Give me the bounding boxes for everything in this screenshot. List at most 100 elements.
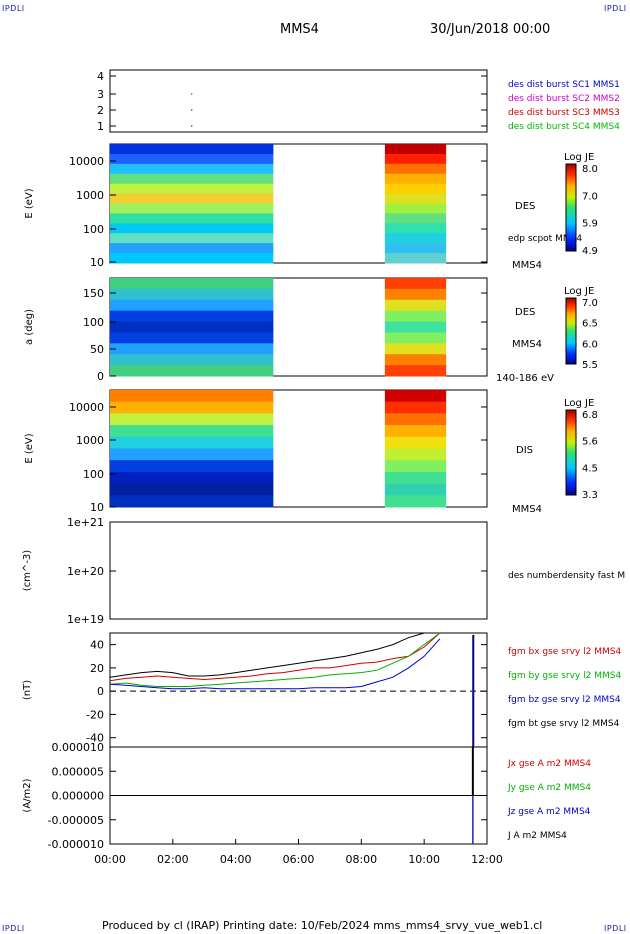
panel-5-tick-label: 1e+21 <box>67 516 104 529</box>
heatmap-2-band <box>110 243 274 254</box>
corner-logo-br: IPDLI <box>604 924 627 933</box>
colorbar-2 <box>565 163 577 252</box>
panel-frame-6 <box>109 632 488 748</box>
heatmap-2-band <box>110 253 274 264</box>
panel-3-tick-label: 0 <box>97 370 104 383</box>
spacecraft-title: MMS4 <box>280 22 319 37</box>
heatmap-3-band <box>110 278 274 290</box>
colorbar-4-tick-label: 4.5 <box>582 463 598 474</box>
corner-logo-tl: IPDLI <box>2 4 25 13</box>
panel-7-tick-label: 0.000010 <box>52 741 105 754</box>
heatmap-4-band <box>384 436 447 449</box>
heatmap-4-band <box>110 390 274 403</box>
heatmap-4-band <box>110 483 274 496</box>
colorbar-3-tick-label: 6.5 <box>582 319 598 330</box>
colorbar-4-tick-label: 3.3 <box>582 490 598 501</box>
summary-plot: 4 3 2 1 des dist burst SC1 MMS1 des dist burs… <box>22 69 625 866</box>
heatmap-4-band <box>384 413 447 426</box>
heatmap-3-band <box>384 310 447 323</box>
panel-frame-1 <box>109 69 488 133</box>
panel-7-tick-label: 0.000000 <box>52 790 105 803</box>
heatmap-4-band <box>110 425 274 438</box>
heatmap-2-band <box>110 193 274 204</box>
panel-4-instrument: DIS <box>516 445 533 456</box>
heatmap-2-band <box>384 223 447 234</box>
colorbar-2-tick-label: 8.0 <box>582 164 598 175</box>
burst-marker <box>190 93 193 95</box>
colorbar-3-tick-label: 5.5 <box>582 360 598 371</box>
heatmap-2-band <box>384 173 447 185</box>
colorbar-3-title: Log JE <box>564 286 594 297</box>
panel-3-tick-label: 50 <box>90 343 104 356</box>
burst-marker <box>190 125 193 127</box>
heatmap-4-band <box>110 448 274 461</box>
x-tick-label: 06:00 <box>283 853 315 866</box>
panel-7-ylabel: (A/m2) <box>22 778 33 812</box>
heatmap-2-band <box>384 163 447 175</box>
panel-3-instrument: DES <box>515 307 535 318</box>
heatmap-3-band <box>110 288 274 301</box>
heatmap-3-band <box>110 365 274 377</box>
x-tick-label: 02:00 <box>157 853 189 866</box>
heatmap-4-band <box>110 495 274 508</box>
x-tick-label: 12:00 <box>471 853 503 866</box>
burst-marker <box>190 109 193 111</box>
panel-3-energy-band: 140-186 eV <box>496 373 554 384</box>
heatmap-3-band <box>384 299 447 312</box>
panel-2-tick-label: 10000 <box>69 155 104 168</box>
heatmap-2-band <box>110 233 274 244</box>
heatmap-3-band <box>110 321 274 333</box>
x-tick-label: 04:00 <box>220 853 252 866</box>
heatmap-4-band <box>384 401 447 414</box>
colorbar-2-title: Log JE <box>564 152 594 163</box>
panel-6-tick-label: -40 <box>86 732 104 745</box>
heatmap-3-band <box>110 299 274 312</box>
panel-6-tick-label: 0 <box>97 685 104 698</box>
panel-5-tick-label: 1e+20 <box>67 565 104 578</box>
colorbar-4-tick-label: 5.6 <box>582 437 598 448</box>
corner-logo-bl: IPDLI <box>2 924 25 933</box>
heatmap-3-band <box>384 365 447 377</box>
series-line <box>109 632 441 682</box>
heatmap-3-band <box>384 278 447 290</box>
panel-4-tick-label: 10 <box>90 501 104 514</box>
colorbar-3-tick-label: 6.0 <box>582 339 598 350</box>
heatmap-3-band <box>110 343 274 355</box>
panel-7-legend-entry: Jx gse A m2 MMS4 <box>507 759 591 769</box>
x-tick-label: 08:00 <box>345 853 377 866</box>
panel-frame-5 <box>109 521 488 620</box>
panel-4-spacecraft: MMS4 <box>512 504 542 515</box>
panel-1-tick-label: 3 <box>97 88 104 101</box>
panel-2-tick-label: 1000 <box>76 189 104 202</box>
heatmap-2-band <box>110 173 274 185</box>
heatmap-2-band <box>384 243 447 254</box>
panel-6-tick-label: -20 <box>86 708 104 721</box>
heatmap-2-band <box>110 223 274 234</box>
panel-7-legend-entry: J A m2 MMS4 <box>507 831 567 841</box>
burst-legend-entry: des dist burst SC2 MMS2 <box>508 94 620 104</box>
heatmap-2-band <box>384 183 447 195</box>
heatmap-3-band <box>384 354 447 366</box>
heatmap-2-band <box>384 153 447 165</box>
panel-5-ylabel: (cm^-3) <box>22 550 33 591</box>
heatmap-4-band <box>110 460 274 473</box>
heatmap-4-band <box>384 425 447 438</box>
heatmap-4-band <box>384 495 447 508</box>
heatmap-2-band <box>110 203 274 214</box>
heatmap-2-band <box>384 233 447 244</box>
heatmap-2-band <box>384 144 447 155</box>
panel-4-tick-label: 10000 <box>69 401 104 414</box>
panel-4-tick-label: 100 <box>83 468 104 481</box>
colorbar-2-tick-label: 7.0 <box>582 191 598 202</box>
series-line <box>109 632 425 678</box>
heatmap-4-band <box>110 401 274 414</box>
heatmap-3-band <box>384 343 447 355</box>
heatmap-3-band <box>110 310 274 323</box>
colorbar-2-tick-label: 4.9 <box>582 246 598 257</box>
panel-7-tick-label: -0.000005 <box>48 814 104 827</box>
heatmap-2-band <box>384 193 447 204</box>
footer-credits: Produced by cl (IRAP) Printing date: 10/… <box>102 919 543 932</box>
panel-2-tick-label: 10 <box>90 256 104 269</box>
panel-6-legend-entry: fgm bx gse srvy l2 MMS4 <box>508 647 621 657</box>
panel-2-spacecraft: MMS4 <box>512 260 542 271</box>
